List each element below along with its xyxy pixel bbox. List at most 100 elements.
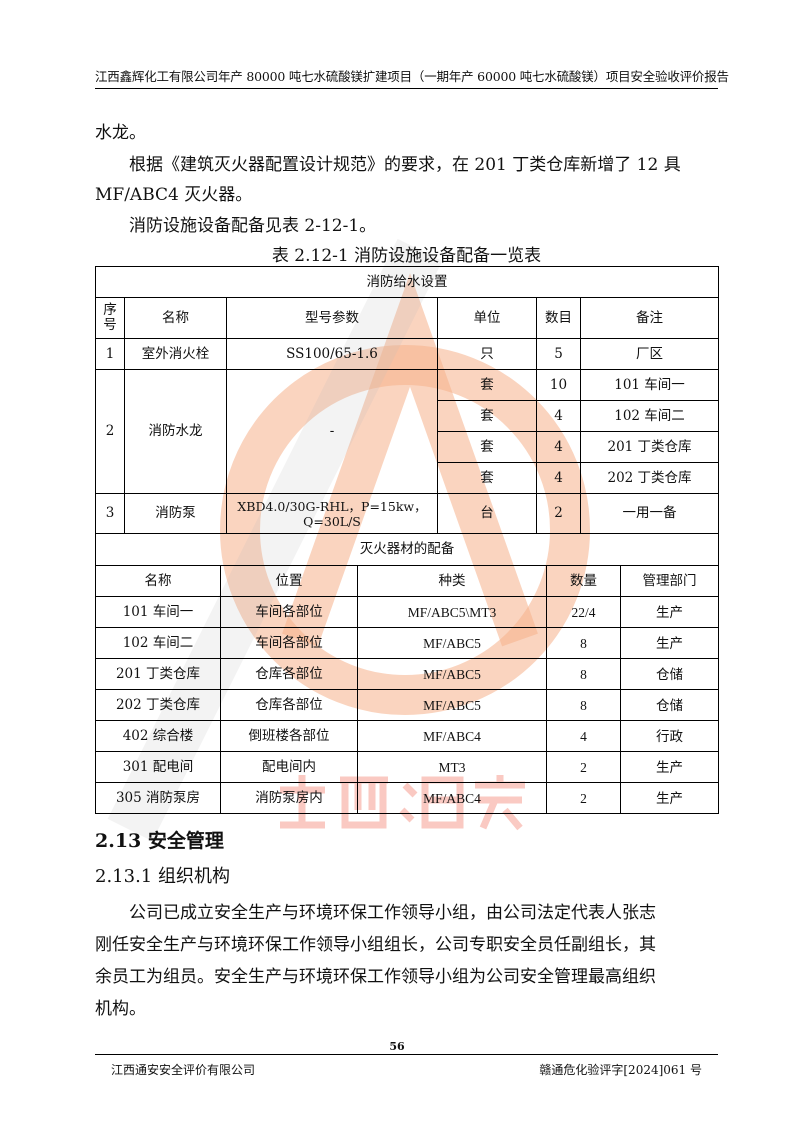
- cell: 3: [95, 493, 125, 534]
- cell: MF/ABC5\MT3: [357, 596, 547, 628]
- cell: 套: [437, 431, 537, 463]
- page-number: 56: [389, 1040, 405, 1053]
- col-header: 名称: [124, 297, 227, 339]
- cell: 4: [536, 400, 581, 432]
- cell: 2: [546, 782, 621, 814]
- paragraph: 根据《建筑灭火器配置设计规范》的要求，在 201 丁类仓库新增了 12 具: [95, 155, 681, 175]
- table-row: 301 配电间 配电间内 MT3 2 生产: [95, 751, 720, 783]
- cell: 22/4: [546, 596, 621, 628]
- cell: MF/ABC5: [357, 627, 547, 659]
- paragraph: 刚任安全生产与环境环保工作领导小组组长，公司专职安全员任副组长，其: [95, 935, 656, 955]
- cell: 2: [95, 369, 125, 494]
- cell: 消防泵: [124, 493, 227, 534]
- col-header: 数量: [546, 565, 621, 597]
- cell: 2: [546, 751, 621, 783]
- table-row: 305 消防泵房 消防泵房内 MF/ABC4 2 生产: [95, 782, 720, 814]
- cell: 倒班楼各部位: [220, 720, 358, 752]
- cell: 2: [536, 493, 581, 534]
- cell: 消防水龙: [124, 369, 227, 494]
- paragraph: 水龙。: [95, 123, 146, 143]
- table-caption: 表 2.12-1 消防设施设备配备一览表: [271, 246, 542, 266]
- cell: 4: [536, 431, 581, 463]
- col-header: 型号参数: [226, 297, 438, 339]
- table-row: 201 丁类仓库 仓库各部位 MF/ABC5 8 仓储: [95, 658, 720, 690]
- cell: 102 车间二: [95, 627, 221, 659]
- cell: 301 配电间: [95, 751, 221, 783]
- extinguisher-table: 灭火器材的配备 名称 位置 种类 数量 管理部门 101 车间一 车间各部位 MF/ABC5…: [94, 533, 720, 814]
- cell: 套: [437, 462, 537, 494]
- cell: 消防泵房内: [220, 782, 358, 814]
- table-row: 101 车间一 车间各部位 MF/ABC5\MT3 22/4 生产: [95, 596, 720, 628]
- cell: 101 车间一: [95, 596, 221, 628]
- footer: 江西通安安全评价有限公司 赣通危化验评字[2024]061 号: [95, 1054, 718, 1077]
- col-header: 备注: [579, 297, 720, 339]
- cell: 201 丁类仓库: [579, 431, 720, 463]
- footer-right: 赣通危化验评字[2024]061 号: [539, 1063, 702, 1077]
- running-header: 江西鑫辉化工有限公司年产 80000 吨七水硫酸镁扩建项目（一期年产 60000…: [95, 66, 729, 89]
- subsection-heading: 2.13.1 组织机构: [95, 866, 230, 887]
- table-row: 3 消防泵 XBD4.0/30G-RHL，P=15kw，Q=30L/S 台 2 一用一备: [95, 493, 720, 534]
- section-title: 消防给水设置: [94, 266, 720, 298]
- cell: MF/ABC5: [357, 658, 547, 690]
- cell: 402 综合楼: [95, 720, 221, 752]
- table-row: 402 综合楼 倒班楼各部位 MF/ABC4 4 行政: [95, 720, 720, 752]
- cell: 仓储: [619, 658, 720, 690]
- cell: 8: [546, 689, 621, 721]
- paragraph: 余员工为组员。安全生产与环境环保工作领导小组为公司安全管理最高组织: [95, 967, 656, 987]
- cell: 车间各部位: [220, 627, 358, 659]
- cell: 仓库各部位: [220, 689, 358, 721]
- paragraph: 消防设施设备配备见表 2-12-1。: [95, 216, 377, 236]
- cell: 台: [437, 493, 537, 534]
- table-row: 2 消防水龙 - 套 10 101 车间一: [95, 369, 720, 494]
- paragraph: MF/ABC4 灭火器。: [95, 185, 253, 205]
- col-header: 单位: [437, 297, 537, 339]
- cell: XBD4.0/30G-RHL，P=15kw，Q=30L/S: [226, 493, 438, 534]
- cell: 101 车间一: [579, 369, 720, 401]
- cell: SS100/65-1.6: [226, 338, 438, 370]
- section-title: 灭火器材的配备: [94, 533, 720, 566]
- cell: 行政: [619, 720, 720, 752]
- col-header: 种类: [357, 565, 547, 597]
- cell: 配电间内: [220, 751, 358, 783]
- table-header-row: 名称 位置 种类 数量 管理部门: [95, 565, 720, 597]
- cell: 生产: [619, 596, 720, 628]
- table-row: 102 车间二 车间各部位 MF/ABC5 8 生产: [95, 627, 720, 659]
- cell: 1: [95, 338, 125, 370]
- col-header: 管理部门: [619, 565, 720, 597]
- cell: 套: [437, 400, 537, 432]
- col-header: 序号: [95, 297, 125, 339]
- cell: 生产: [619, 627, 720, 659]
- cell: 套: [437, 369, 537, 401]
- cell: 305 消防泵房: [95, 782, 221, 814]
- table-header-row: 序号 名称 型号参数 单位 数目 备注: [95, 297, 720, 339]
- cell: 车间各部位: [220, 596, 358, 628]
- cell: MF/ABC5: [357, 689, 547, 721]
- cell: 4: [546, 720, 621, 752]
- col-header: 数目: [536, 297, 581, 339]
- cell: 厂区: [579, 338, 720, 370]
- col-header: 名称: [95, 565, 221, 597]
- cell: 202 丁类仓库: [95, 689, 221, 721]
- cell: 仓储: [619, 689, 720, 721]
- cell: 4: [536, 462, 581, 494]
- paragraph: 公司已成立安全生产与环境环保工作领导小组，由公司法定代表人张志: [95, 903, 656, 923]
- cell: 仓库各部位: [220, 658, 358, 690]
- paragraph: 机构。: [95, 999, 146, 1019]
- cell: 只: [437, 338, 537, 370]
- cell: MF/ABC4: [357, 720, 547, 752]
- cell: -: [226, 369, 438, 494]
- cell: 室外消火栓: [124, 338, 227, 370]
- cell: 201 丁类仓库: [95, 658, 221, 690]
- cell: MT3: [357, 751, 547, 783]
- footer-left: 江西通安安全评价有限公司: [111, 1063, 256, 1077]
- table-row: 202 丁类仓库 仓库各部位 MF/ABC5 8 仓储: [95, 689, 720, 721]
- cell: MF/ABC4: [357, 782, 547, 814]
- cell: 生产: [619, 782, 720, 814]
- section-heading: 2.13 安全管理: [95, 830, 224, 852]
- cell: 5: [536, 338, 581, 370]
- col-header: 位置: [220, 565, 358, 597]
- cell: 一用一备: [579, 493, 720, 534]
- table-row: 1 室外消火栓 SS100/65-1.6 只 5 厂区: [95, 338, 720, 370]
- table-row: 套 4 102 车间二: [96, 400, 720, 432]
